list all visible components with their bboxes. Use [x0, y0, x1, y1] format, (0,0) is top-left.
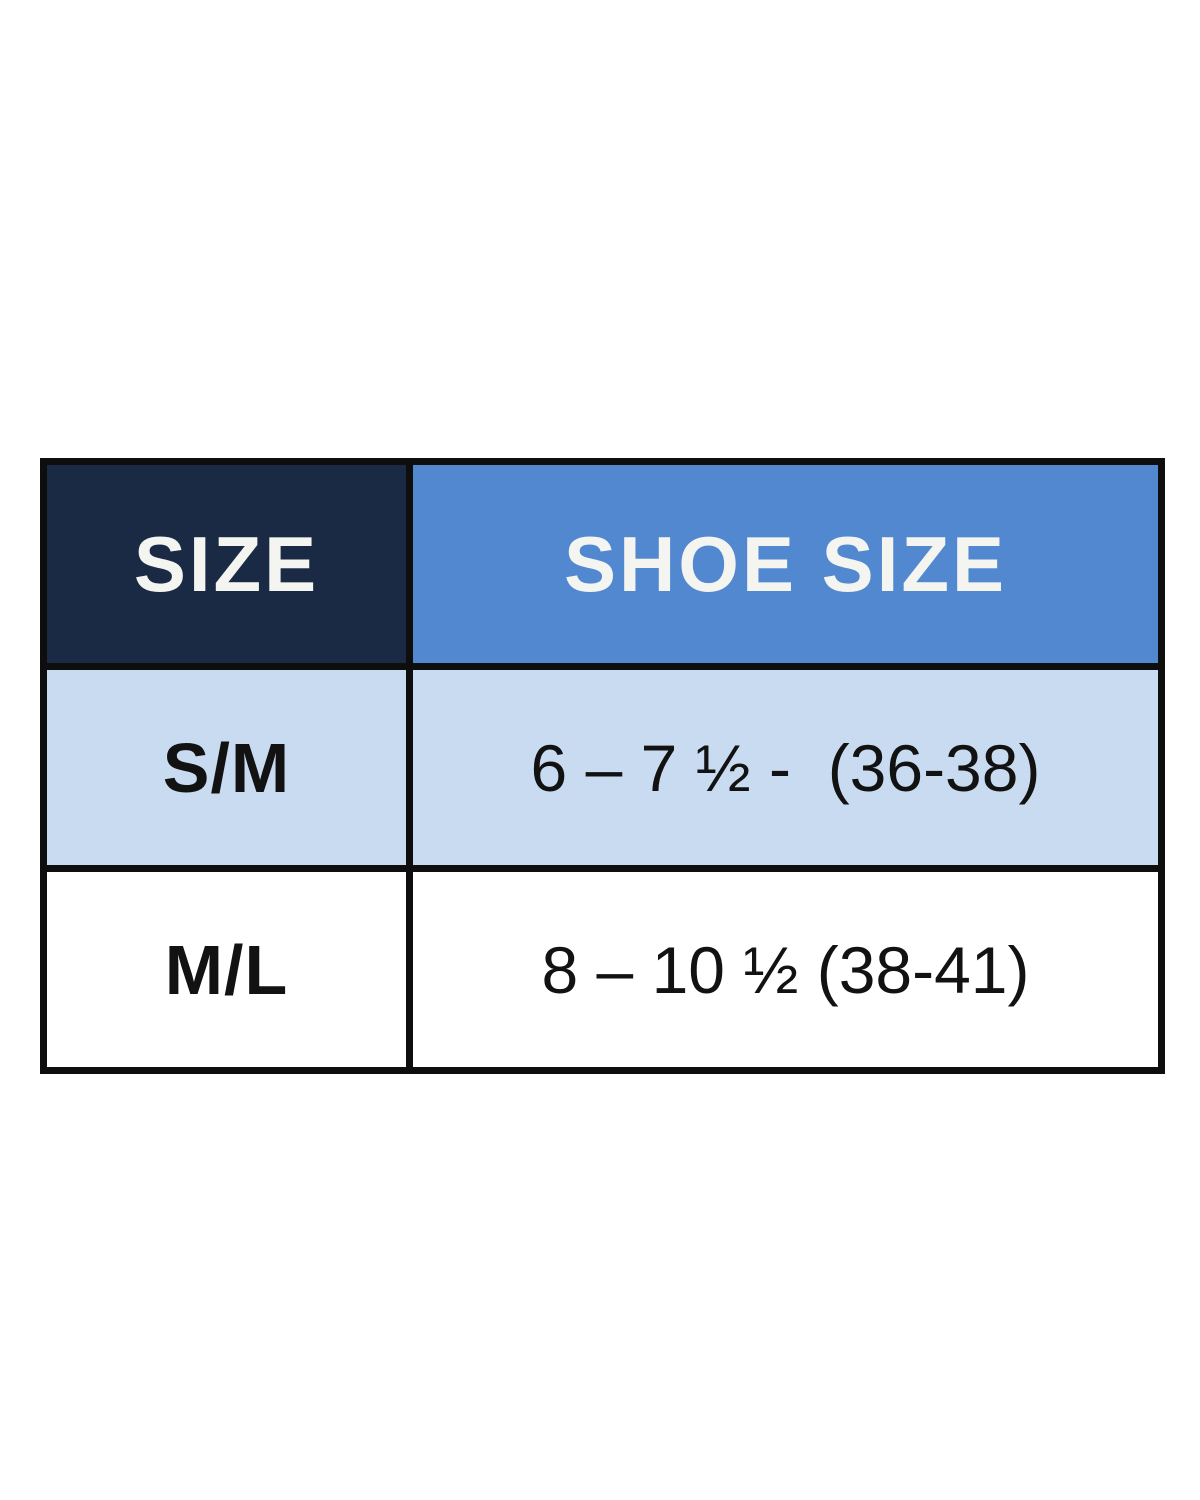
- shoe-size-cell: 8 – 10 ½ (38-41): [406, 865, 1165, 1074]
- size-chart-table: SIZE SHOE SIZE S/M 6 – 7 ½ - (36-38) M/L…: [40, 458, 1165, 1074]
- size-cell: M/L: [40, 865, 413, 1074]
- header-row: SIZE SHOE SIZE: [40, 458, 1165, 670]
- table-row: M/L 8 – 10 ½ (38-41): [40, 865, 1165, 1074]
- table-row: S/M 6 – 7 ½ - (36-38): [40, 663, 1165, 872]
- shoe-size-cell: 6 – 7 ½ - (36-38): [406, 663, 1165, 872]
- column-header-shoe-size: SHOE SIZE: [406, 458, 1165, 670]
- size-cell: S/M: [40, 663, 413, 872]
- column-header-size: SIZE: [40, 458, 413, 670]
